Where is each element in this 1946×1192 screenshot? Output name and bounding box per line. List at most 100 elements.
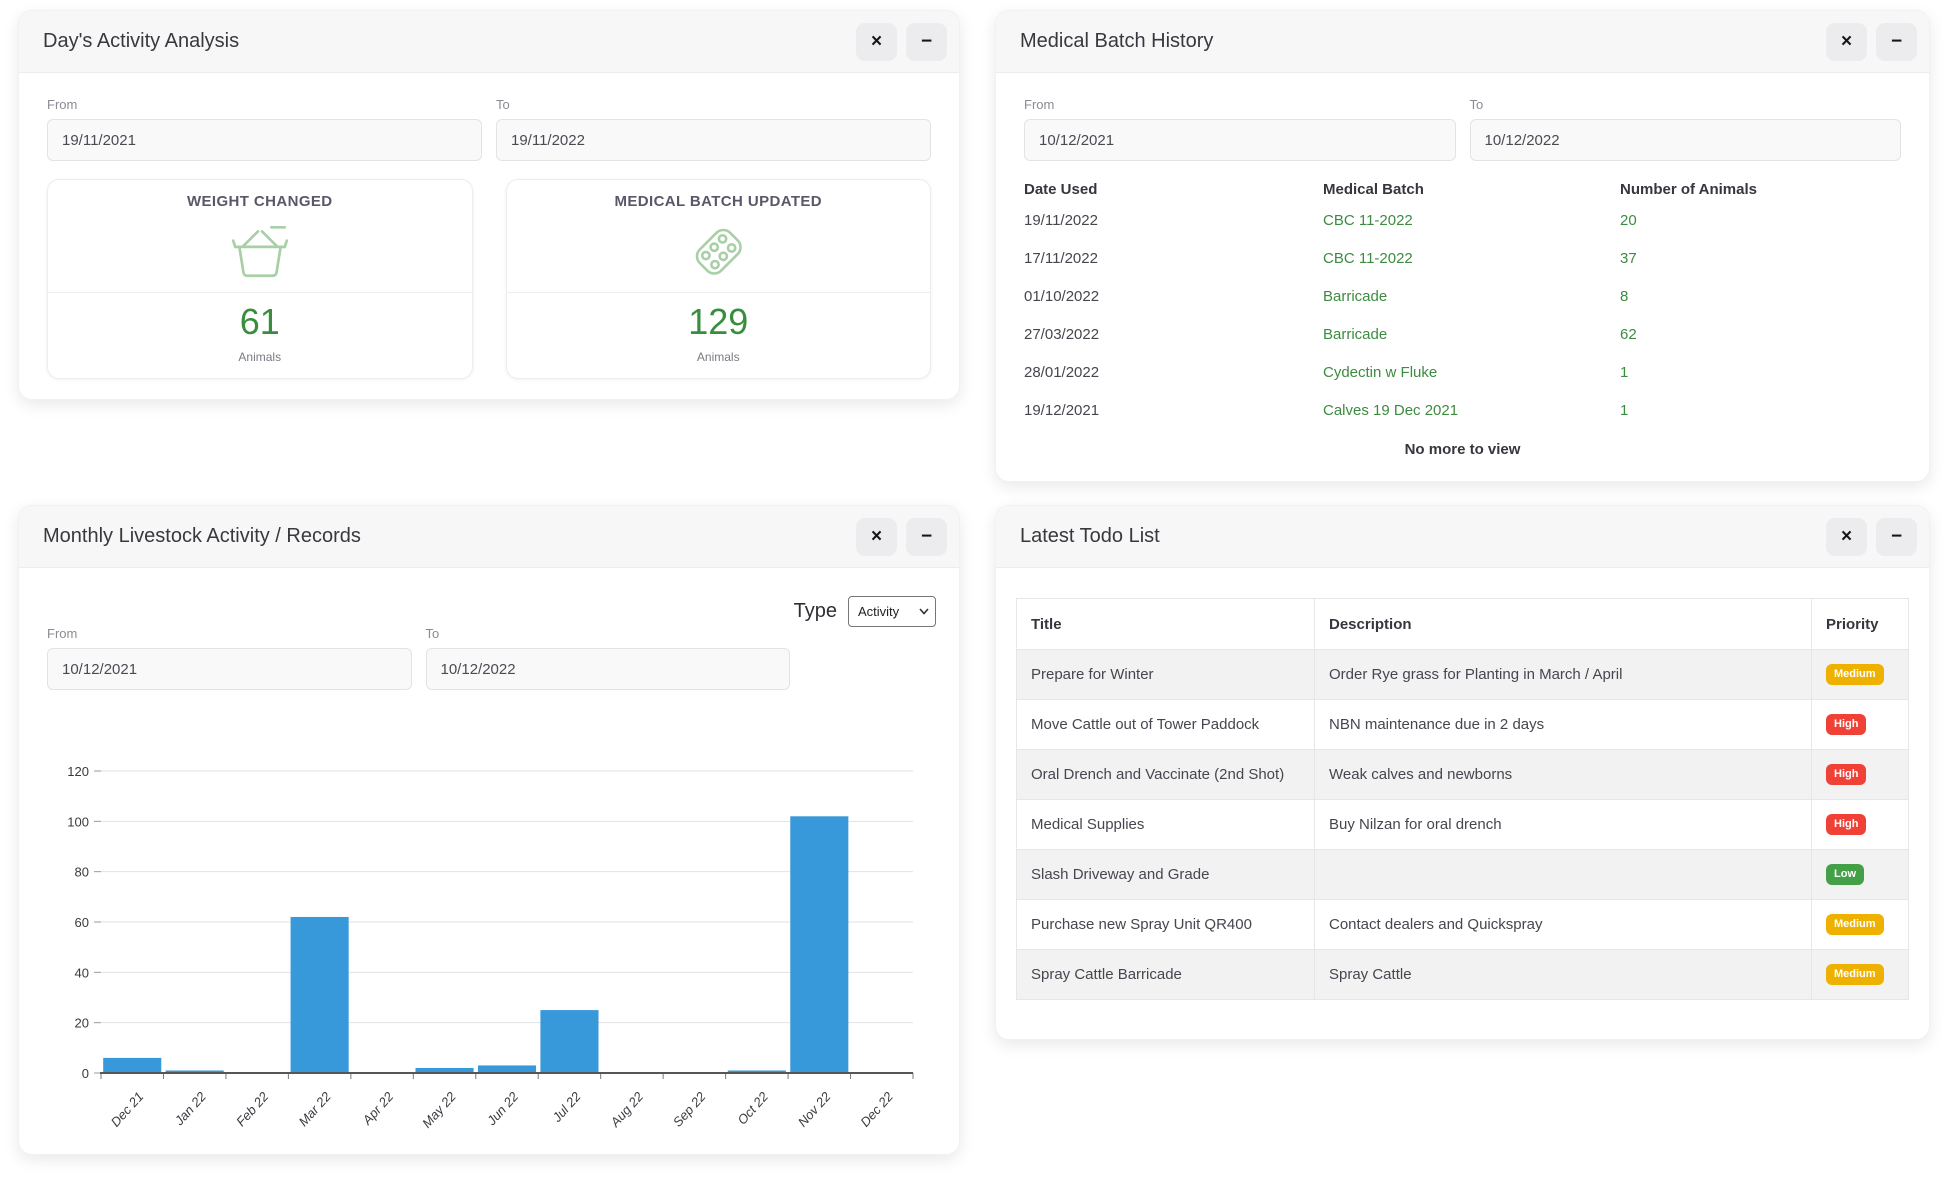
todo-title-cell: Oral Drench and Vaccinate (2nd Shot)	[1017, 750, 1315, 799]
priority-badge: High	[1826, 814, 1866, 835]
x-axis-label: Aug 22	[607, 1088, 647, 1130]
page-title: Latest Todo List	[1020, 525, 1160, 548]
bar-mar-22	[291, 917, 349, 1073]
animal-count-cell: 20	[1620, 212, 1901, 229]
date-used-cell: 19/12/2021	[1024, 402, 1323, 419]
x-axis-label: May 22	[419, 1088, 459, 1130]
medical-batch-updated-count: 129	[688, 301, 748, 343]
todo-priority-cell: High	[1812, 750, 1908, 799]
todo-row: Oral Drench and Vaccinate (2nd Shot)Weak…	[1017, 749, 1908, 799]
minimize-button[interactable]: −	[906, 23, 947, 61]
medical-batch-link[interactable]: Barricade	[1323, 288, 1620, 305]
column-header-title: Title	[1017, 599, 1315, 649]
animal-count-cell: 8	[1620, 288, 1901, 305]
from-date-input[interactable]	[1024, 119, 1456, 161]
column-header-medical-batch: Medical Batch	[1323, 181, 1620, 201]
x-axis-label: Jul 22	[549, 1088, 585, 1125]
y-axis-label: 20	[75, 1016, 89, 1031]
medical-batch-link[interactable]: CBC 11-2022	[1323, 250, 1620, 267]
close-button[interactable]: ×	[856, 23, 897, 61]
to-date-input[interactable]	[1470, 119, 1902, 161]
todo-row: Prepare for WinterOrder Rye grass for Pl…	[1017, 649, 1908, 699]
bar-dec-21	[103, 1058, 161, 1073]
stat-cards: WEIGHT CHANGED 61 Animals MEDICAL B	[47, 179, 931, 379]
todo-title-cell: Move Cattle out of Tower Paddock	[1017, 700, 1315, 749]
close-button[interactable]: ×	[1826, 518, 1867, 556]
column-header-description: Description	[1315, 599, 1812, 649]
todo-priority-cell: Medium	[1812, 950, 1908, 999]
todo-description-cell: Buy Nilzan for oral drench	[1315, 800, 1812, 849]
close-button[interactable]: ×	[856, 518, 897, 556]
to-date-input[interactable]	[496, 119, 931, 161]
stat-card-title: MEDICAL BATCH UPDATED	[507, 180, 931, 210]
page-title: Medical Batch History	[1020, 30, 1213, 53]
date-range: From To	[47, 626, 790, 690]
todo-row: Purchase new Spray Unit QR400Contact dea…	[1017, 899, 1908, 949]
y-axis-label: 80	[75, 865, 89, 880]
x-axis-label: Jan 22	[171, 1088, 209, 1128]
activity-bar-chart: 020406080100120Dec 21Jan 22Feb 22Mar 22A…	[47, 756, 933, 1141]
y-axis-label: 120	[67, 764, 89, 779]
type-filter: Type Activity	[794, 596, 936, 627]
minimize-button[interactable]: −	[906, 518, 947, 556]
medical-batch-row: 01/10/2022Barricade8	[1024, 277, 1901, 315]
panel-latest-todo-list: Latest Todo List × − Title Description P…	[995, 505, 1930, 1040]
medical-batch-row: 17/11/2022CBC 11-202237	[1024, 239, 1901, 277]
from-date-input[interactable]	[47, 648, 412, 690]
medical-batch-table-rows: 19/11/2022CBC 11-20222017/11/2022CBC 11-…	[1024, 201, 1901, 429]
todo-description-cell: Order Rye grass for Planting in March / …	[1315, 650, 1812, 699]
medicine-blister-icon	[507, 210, 931, 292]
stat-card-footer: 129 Animals	[507, 292, 931, 378]
priority-badge: Medium	[1826, 964, 1884, 985]
todo-row: Medical SuppliesBuy Nilzan for oral dren…	[1017, 799, 1908, 849]
x-axis-label: Nov 22	[795, 1088, 834, 1129]
bar-jun-22	[478, 1065, 536, 1073]
minimize-icon: −	[921, 527, 932, 546]
medical-batch-row: 19/11/2022CBC 11-202220	[1024, 201, 1901, 239]
window-controls: × −	[856, 518, 947, 556]
window-controls: × −	[1826, 518, 1917, 556]
minimize-button[interactable]: −	[1876, 518, 1917, 556]
date-range: From To	[1024, 97, 1901, 161]
animal-count-cell: 62	[1620, 326, 1901, 343]
to-label: To	[426, 626, 791, 641]
y-axis-label: 100	[67, 814, 89, 829]
panel-body: From To WEIGHT CHANGED	[19, 73, 959, 379]
panel-body: Title Description Priority Prepare for W…	[996, 568, 1929, 1000]
stat-card-footer: 61 Animals	[48, 292, 472, 378]
todo-table-rows: Prepare for WinterOrder Rye grass for Pl…	[1017, 649, 1908, 999]
date-used-cell: 01/10/2022	[1024, 288, 1323, 305]
medical-batch-link[interactable]: Calves 19 Dec 2021	[1323, 402, 1620, 419]
todo-description-cell: Contact dealers and Quickspray	[1315, 900, 1812, 949]
medical-batch-row: 27/03/2022Barricade62	[1024, 315, 1901, 353]
panel-body: From To Date Used Medical Batch Number o…	[996, 73, 1929, 458]
todo-description-cell: Weak calves and newborns	[1315, 750, 1812, 799]
x-axis-label: Apr 22	[359, 1088, 397, 1128]
to-date-input[interactable]	[426, 648, 791, 690]
page-title: Day's Activity Analysis	[43, 30, 239, 53]
table-header: Title Description Priority	[1017, 599, 1908, 649]
type-select[interactable]: Activity	[848, 596, 936, 627]
medical-batch-link[interactable]: CBC 11-2022	[1323, 212, 1620, 229]
priority-badge: High	[1826, 714, 1866, 735]
todo-priority-cell: Low	[1812, 850, 1908, 899]
to-label: To	[1470, 97, 1902, 112]
todo-row: Spray Cattle BarricadeSpray CattleMedium	[1017, 949, 1908, 999]
minimize-icon: −	[921, 32, 932, 51]
from-date-input[interactable]	[47, 119, 482, 161]
animal-count-cell: 37	[1620, 250, 1901, 267]
todo-title-cell: Purchase new Spray Unit QR400	[1017, 900, 1315, 949]
animal-count-cell: 1	[1620, 402, 1901, 419]
priority-badge: Medium	[1826, 914, 1884, 935]
minimize-button[interactable]: −	[1876, 23, 1917, 61]
medical-batch-updated-card: MEDICAL BATCH UPDATED 129 Animals	[506, 179, 932, 379]
animal-count-cell: 1	[1620, 364, 1901, 381]
from-label: From	[47, 97, 482, 112]
close-button[interactable]: ×	[1826, 23, 1867, 61]
medical-batch-link[interactable]: Cydectin w Fluke	[1323, 364, 1620, 381]
type-label: Type	[794, 600, 837, 623]
bar-nov-22	[790, 816, 848, 1073]
panel-medical-batch-history: Medical Batch History × − From To Date U…	[995, 10, 1930, 482]
medical-batch-row: 19/12/2021Calves 19 Dec 20211	[1024, 391, 1901, 429]
medical-batch-link[interactable]: Barricade	[1323, 326, 1620, 343]
